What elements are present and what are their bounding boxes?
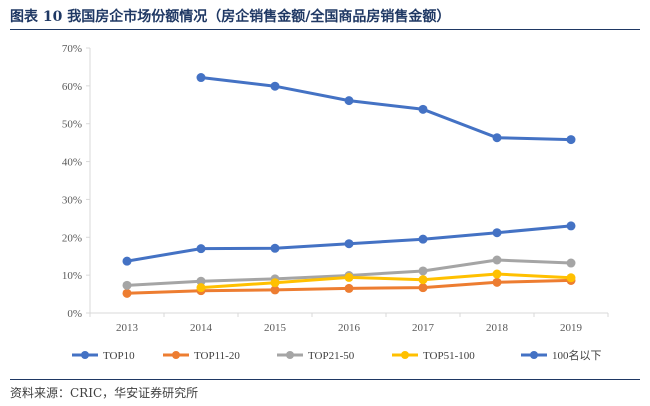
x-tick-label: 2016 [338,322,361,334]
y-tick-label: 60% [62,81,82,93]
footer-divider [10,379,640,380]
legend-label: TOP21-50 [308,350,355,362]
data-point [344,272,354,282]
data-point [196,283,206,293]
series-line-4 [199,76,573,142]
data-point [122,256,132,266]
data-point [492,228,502,238]
data-point [418,283,428,293]
y-tick-label: 40% [62,157,82,169]
data-point [492,277,502,287]
data-point [492,269,502,279]
data-point [344,239,354,249]
data-point [418,234,428,244]
data-point [418,275,428,285]
data-point [492,255,502,265]
title-divider [10,29,640,30]
legend-swatch-marker [81,351,89,359]
data-point [418,266,428,276]
legend-label: TOP51-100 [423,350,475,362]
legend: TOP10 TOP11-20 TOP21-50 TOP51-100 100名以下 [72,348,602,362]
data-point [566,258,576,268]
data-point [566,221,576,231]
y-tick-label: 50% [62,119,82,131]
x-tick-label: 2015 [264,322,287,334]
x-tick-label: 2019 [560,322,583,334]
x-tick-label: 2013 [116,322,139,334]
legend-label: TOP11-20 [194,350,240,362]
axes: 0% 10% 20% 30% 40% 50% 60% 70% 2013 2014 2015 2016 2… [62,43,609,334]
legend-swatch-marker [401,351,409,359]
y-tick-label: 10% [62,270,82,282]
data-point [196,73,206,83]
y-tick-label: 30% [62,194,82,206]
legend-swatch-marker [172,351,180,359]
data-point [270,81,280,91]
series-lines [125,76,573,295]
data-point [566,135,576,145]
data-point [492,133,502,143]
chart-title: 图表 10 我国房企市场份额情况（房企销售金额/全国商品房销售金额） [10,9,451,25]
legend-label: 100名以下 [552,348,602,362]
data-point [344,96,354,106]
data-point [270,243,280,253]
y-tick-label: 0% [67,308,82,320]
data-point [270,285,280,295]
data-point [418,104,428,114]
series-markers [122,73,576,298]
data-point [196,276,206,286]
series-line-3 [199,272,573,290]
legend-label: TOP10 [103,350,135,362]
data-point [196,244,206,254]
data-point [566,273,576,283]
x-tick-label: 2017 [412,322,435,334]
legend-swatch-marker [530,351,538,359]
x-tick-label: 2018 [486,322,509,334]
y-tick-label: 20% [62,232,82,244]
x-tick-label: 2014 [190,322,213,334]
data-point [122,280,132,290]
source-note: 资料来源：CRIC，华安证券研究所 [10,386,199,400]
data-point [344,283,354,293]
data-point [122,288,132,298]
y-tick-label: 70% [62,43,82,55]
legend-swatch-marker [286,351,294,359]
data-point [270,278,280,288]
